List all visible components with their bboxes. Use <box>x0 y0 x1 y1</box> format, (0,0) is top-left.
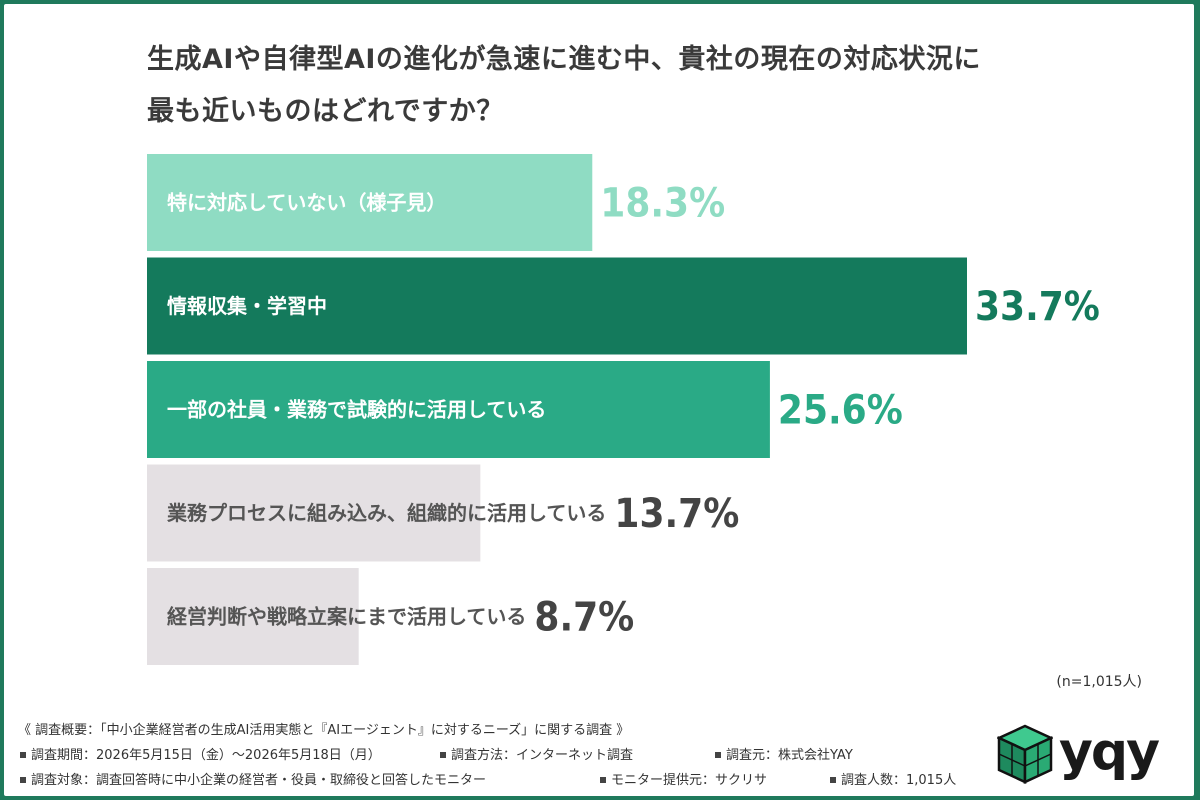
bar <box>147 257 967 355</box>
survey-period: 調査期間：2026年5月15日（金）〜2026年5月18日（月） <box>31 748 381 763</box>
bar <box>147 464 481 562</box>
survey-source: 調査元：株式会社YAY <box>726 748 853 763</box>
value-label: 8.7% <box>534 595 634 641</box>
value-label: 13.7% <box>614 491 739 537</box>
sample-size-note: (n=1,015人) <box>1056 674 1142 690</box>
company-logo-text: yqy <box>1059 722 1160 782</box>
monitor-provider: モニター提供元：サクリサ <box>611 773 768 788</box>
chart-frame: 生成AIや自律型AIの進化が急速に進む中、貴社の現在の対応状況に 最も近いものは… <box>4 4 1194 796</box>
bullet-icon <box>715 751 721 758</box>
bar-group: 経営判断や戦略立案にまで活用している 8.7% <box>147 568 634 665</box>
bullet-icon <box>20 751 26 758</box>
bar <box>147 154 593 251</box>
chart-title-line-2: 最も近いものはどれですか？ <box>147 96 504 127</box>
category-label: 業務プロセスに組み込み、組織的に活用している <box>167 501 606 525</box>
survey-footer: 《 調査概要：「中小企業経営者の生成AI活用実態と『AIエージェント』に対するニ… <box>18 718 956 793</box>
bar-group: 一部の社員・業務で試験的に活用している 25.6% <box>147 361 903 458</box>
chart-title-line-1: 生成AIや自律型AIの進化が急速に進む中、貴社の現在の対応状況に <box>147 44 981 75</box>
bar-group: 情報収集・学習中 33.7% <box>147 257 1100 355</box>
chart-title: 生成AIや自律型AIの進化が急速に進む中、貴社の現在の対応状況に 最も近いものは… <box>147 34 1107 138</box>
company-logo: yqy <box>997 720 1187 790</box>
category-label: 経営判断や戦略立案にまで活用している <box>167 605 526 629</box>
bullet-icon <box>830 776 836 783</box>
value-label: 33.7% <box>975 284 1100 330</box>
bullet-icon <box>600 776 606 783</box>
bar-chart: 特に対応していない（様子見） 18.3% 情報収集・学習中 33.7% 一部の社員・業務… <box>147 154 1100 665</box>
bar-group: 特に対応していない（様子見） 18.3% <box>147 154 725 251</box>
survey-summary: 《 調査概要：「中小企業経営者の生成AI活用実態と『AIエージェント』に対するニ… <box>18 723 630 738</box>
value-label: 25.6% <box>778 388 903 434</box>
bullet-icon <box>20 776 26 783</box>
bar <box>147 361 770 458</box>
category-label: 情報収集・学習中 <box>167 294 327 318</box>
bullet-icon <box>440 751 446 758</box>
bar-group: 業務プロセスに組み込み、組織的に活用している 13.7% <box>147 464 739 562</box>
cube-logo-icon <box>997 724 1053 784</box>
category-label: 特に対応していない（様子見） <box>167 191 446 215</box>
bar <box>147 568 359 665</box>
category-label: 一部の社員・業務で試験的に活用している <box>167 398 546 422</box>
value-label: 18.3% <box>600 181 725 227</box>
survey-count: 調査人数：1,015人 <box>841 773 957 788</box>
survey-method: 調査方法：インターネット調査 <box>451 748 634 763</box>
survey-target: 調査対象：調査回答時に中小企業の経営者・役員・取締役と回答したモニター <box>31 773 487 788</box>
